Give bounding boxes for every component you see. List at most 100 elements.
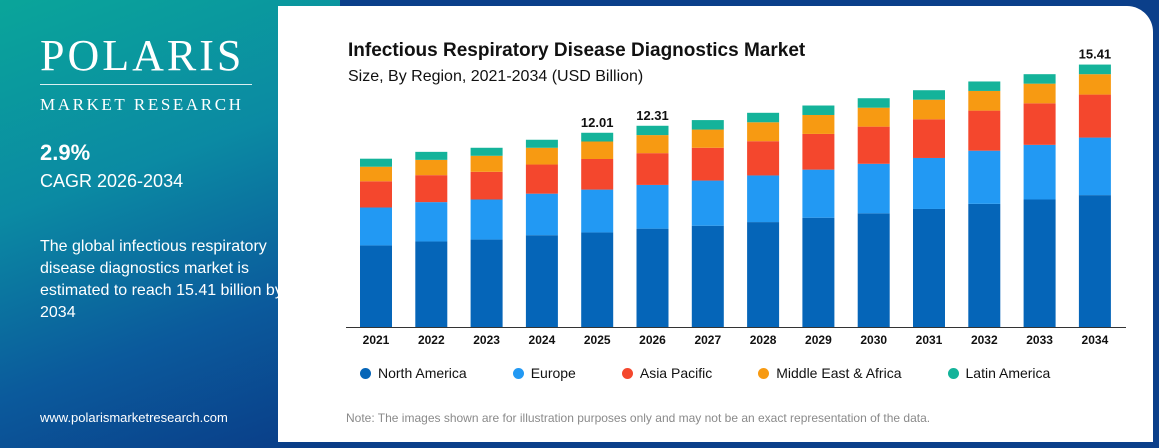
data-label: 12.01 [581, 115, 614, 130]
bar-2028-europe [747, 175, 780, 223]
cagr-label: CAGR 2026-2034 [40, 171, 184, 191]
x-tick-label: 2022 [418, 333, 445, 347]
website-link[interactable]: www.polarismarketresearch.com [40, 410, 228, 425]
bar-2024-asia-pacific [525, 164, 558, 194]
bar-2029-middle-east-africa [802, 114, 835, 134]
data-label: 15.41 [1079, 47, 1112, 62]
polaris-logo: POLARIS MARKET RESEARCH [40, 34, 260, 115]
x-tick-label: 2028 [750, 333, 777, 347]
x-tick-label: 2026 [639, 333, 666, 347]
bar-2026-europe [636, 184, 669, 229]
x-tick-label: 2033 [1026, 333, 1053, 347]
bar-2030-middle-east-africa [857, 107, 890, 127]
bar-2021-asia-pacific [360, 181, 392, 208]
bar-2022-north-america [415, 241, 448, 327]
legend-item: Middle East & Africa [758, 365, 902, 381]
legend-swatch [947, 367, 959, 379]
bar-2025-asia-pacific [581, 158, 614, 190]
bar-2021-europe [360, 207, 392, 246]
legend-label: Europe [530, 365, 576, 381]
bar-2030-latin-america [857, 98, 890, 108]
legend-label: Latin America [965, 365, 1051, 381]
bar-2024-latin-america [525, 139, 558, 148]
bar-2034-middle-east-africa [1078, 74, 1111, 95]
legend-item: Latin America [947, 365, 1051, 381]
bar-2034-europe [1078, 137, 1111, 196]
legend-swatch [621, 367, 633, 379]
legend-item: North America [360, 365, 467, 381]
bar-2024-middle-east-africa [525, 147, 558, 165]
legend-swatch [512, 367, 524, 379]
bar-2027-asia-pacific [691, 147, 724, 181]
bar-2031-asia-pacific [913, 119, 945, 158]
bar-2032-europe [968, 150, 1001, 204]
legend-label: North America [378, 365, 467, 381]
x-tick-label: 2032 [971, 333, 998, 347]
x-tick-label: 2025 [584, 333, 611, 347]
bar-2027-north-america [691, 225, 724, 327]
bar-2034-asia-pacific [1078, 94, 1111, 138]
x-tick-label: 2034 [1082, 333, 1109, 347]
bar-2023-asia-pacific [470, 171, 503, 200]
bar-2027-middle-east-africa [691, 129, 724, 148]
stacked-bar-chart: 2021 2022 2023 2024 2025 12.01 2026 12.31 2027 20… [346, 47, 1126, 347]
bar-2029-latin-america [802, 105, 835, 115]
legend-item: Asia Pacific [621, 365, 713, 381]
chart-legend: North America Europe Asia Pacific Middle Ea… [360, 365, 1096, 381]
bar-2033-north-america [1023, 199, 1056, 327]
bar-2028-asia-pacific [747, 141, 780, 176]
logo-subtext: MARKET RESEARCH [40, 95, 244, 114]
bar-2023-latin-america [470, 147, 503, 156]
bar-2023-europe [470, 199, 503, 240]
bar-2025-middle-east-africa [581, 141, 614, 159]
legend-swatch [758, 367, 770, 379]
bar-2029-europe [802, 169, 835, 218]
bar-2029-north-america [802, 217, 835, 327]
bar-2022-asia-pacific [415, 175, 448, 203]
bar-2027-latin-america [691, 120, 724, 130]
legend-label: Middle East & Africa [776, 365, 902, 381]
bar-2022-middle-east-africa [415, 159, 448, 176]
bar-2021-latin-america [360, 158, 392, 167]
x-tick-label: 2029 [805, 333, 832, 347]
x-tick-label: 2027 [694, 333, 721, 347]
data-label: 12.31 [636, 108, 669, 123]
bar-2034-north-america [1078, 195, 1111, 327]
bar-2031-latin-america [913, 90, 945, 100]
chart-subtitle: Size, By Region, 2021-2034 (USD Billion) [348, 68, 644, 85]
bar-2025-north-america [581, 232, 614, 327]
bar-2022-europe [415, 202, 448, 242]
bar-2026-middle-east-africa [636, 135, 669, 154]
bar-2031-europe [913, 157, 945, 209]
bar-2032-latin-america [968, 81, 1001, 91]
logo-wordmark: POLARIS [40, 31, 245, 80]
chart-card: Infectious Respiratory Disease Diagnosti… [278, 6, 1153, 442]
bar-2028-middle-east-africa [747, 122, 780, 142]
bar-2031-middle-east-africa [913, 99, 945, 120]
chart-title: Infectious Respiratory Disease Diagnosti… [348, 40, 806, 61]
bar-2034-latin-america [1078, 64, 1111, 75]
bar-2025-europe [581, 189, 614, 233]
bar-2023-north-america [470, 239, 503, 327]
bar-2029-asia-pacific [802, 133, 835, 170]
bar-2027-europe [691, 180, 724, 226]
bar-2033-asia-pacific [1023, 103, 1056, 145]
bar-2026-asia-pacific [636, 153, 669, 185]
bar-2025-latin-america [581, 132, 614, 142]
bar-2030-europe [857, 163, 890, 214]
bar-2024-europe [525, 193, 558, 236]
bar-2024-north-america [525, 235, 558, 327]
bar-2032-asia-pacific [968, 110, 1001, 151]
logo-divider [40, 84, 252, 85]
legend-swatch [360, 367, 371, 379]
legend-label: Asia Pacific [639, 365, 713, 381]
disclaimer-note: Note: The images shown are for illustrat… [346, 411, 931, 425]
bar-2032-north-america [968, 203, 1001, 327]
bar-2028-latin-america [747, 112, 780, 123]
legend-item: Europe [512, 365, 576, 381]
bar-2032-middle-east-africa [968, 90, 1001, 111]
market-summary: The global infectious respiratory diseas… [40, 238, 283, 321]
bar-2021-north-america [360, 245, 392, 327]
bar-2033-middle-east-africa [1023, 83, 1056, 104]
bar-2031-north-america [913, 208, 945, 327]
